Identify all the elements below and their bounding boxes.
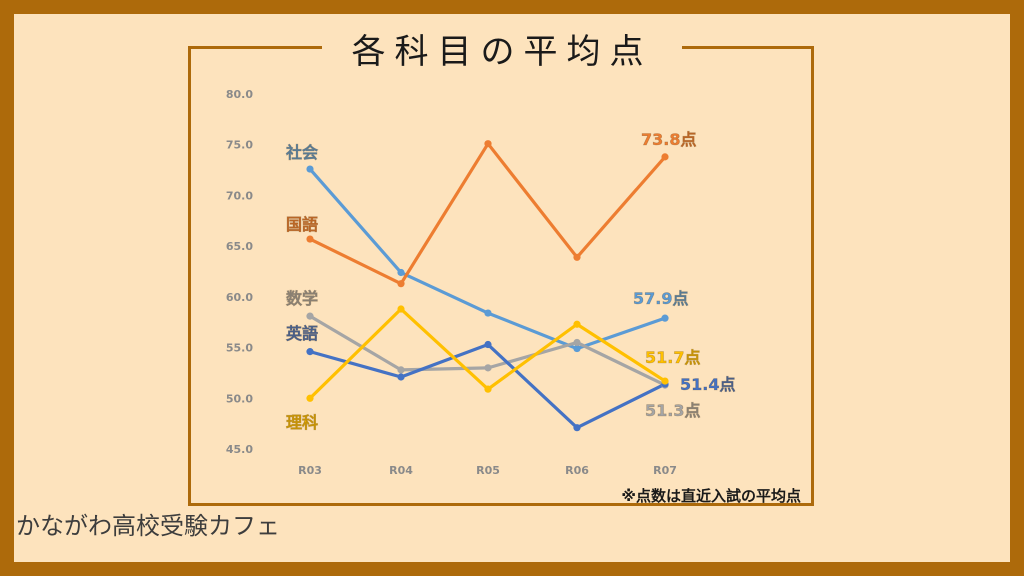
data-point [306, 394, 314, 402]
y-axis-ticks: 45.0 50.0 55.0 60.0 65.0 70.0 75.0 80.0 [226, 88, 253, 456]
series-line-4 [308, 307, 667, 400]
x-axis-ticks: R03 R04 R05 R06 R07 [298, 464, 677, 477]
series-line-0 [308, 167, 667, 351]
chart-title: 各科目の平均点 [322, 24, 682, 80]
series-end-label: 51.4点 [680, 375, 735, 394]
series-name-label: 理科 [286, 413, 318, 432]
data-point [306, 312, 314, 320]
data-point [573, 338, 581, 347]
data-point [484, 309, 492, 317]
series-end-label: 51.7点 [645, 348, 700, 367]
data-point [484, 140, 492, 148]
series-end-label: 51.3点 [645, 401, 700, 420]
data-point [484, 385, 492, 393]
data-point [397, 366, 405, 374]
data-point [397, 280, 405, 288]
x-tick-label: R07 [653, 464, 677, 477]
data-point [397, 373, 405, 381]
series-points [306, 140, 669, 432]
x-tick-label: R05 [476, 464, 500, 477]
data-point [573, 320, 581, 328]
series-line-1 [308, 142, 667, 286]
card [14, 14, 1010, 562]
x-tick-label: R06 [565, 464, 589, 477]
y-tick-label: 65.0 [226, 240, 253, 253]
x-tick-label: R04 [389, 464, 413, 477]
y-tick-label: 75.0 [226, 139, 253, 152]
brand-label: かながわ高校受験カフェ [16, 512, 280, 540]
x-tick-label: R03 [298, 464, 322, 477]
data-point [484, 364, 492, 372]
y-tick-label: 80.0 [226, 88, 253, 101]
series-name-label: 国語 [286, 215, 318, 234]
series-end-label: 73.8点 [641, 130, 696, 149]
series-name-label: 数学 [286, 289, 318, 308]
y-tick-label: 60.0 [226, 291, 253, 304]
data-point [306, 235, 314, 243]
y-tick-label: 70.0 [226, 189, 253, 202]
data-point [573, 344, 581, 353]
data-point [661, 377, 669, 385]
data-point [397, 305, 405, 313]
series-lines [308, 142, 667, 430]
y-tick-label: 45.0 [226, 443, 253, 456]
series-end-label: 57.9点 [633, 289, 688, 308]
series-line-2 [308, 314, 667, 387]
data-point [573, 253, 581, 261]
data-point [306, 165, 314, 173]
data-point [573, 424, 581, 432]
data-point [397, 268, 405, 277]
series-name-label: 社会 [285, 143, 318, 162]
chart-note: ※点数は直近入試の平均点 [621, 487, 801, 505]
data-point [306, 348, 314, 356]
data-point [661, 153, 669, 161]
y-tick-label: 55.0 [226, 342, 253, 355]
data-point [484, 340, 492, 349]
data-point [661, 314, 669, 322]
series-name-label: 英語 [285, 324, 318, 343]
y-tick-label: 50.0 [226, 392, 253, 405]
